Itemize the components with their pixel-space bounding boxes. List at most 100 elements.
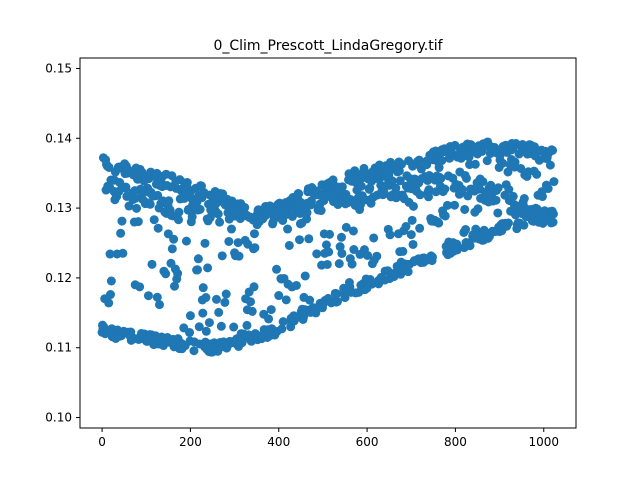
data-point [217,251,227,261]
data-point [187,212,197,222]
data-point [201,293,211,303]
data-point [335,242,345,252]
data-point [173,215,183,225]
data-point [349,245,359,255]
data-point [503,218,513,228]
data-point [332,289,342,299]
x-tick-label: 200 [179,435,202,449]
data-point [325,229,335,239]
data-point [233,238,243,248]
data-point [316,206,326,216]
data-point [397,159,407,169]
data-point [457,184,467,194]
data-point [385,230,395,240]
data-point [493,183,503,193]
data-point [245,297,255,307]
data-point [201,326,211,336]
data-point [167,244,177,254]
data-point [491,195,501,205]
data-point [460,204,470,214]
data-point [519,220,529,230]
data-point [312,249,322,259]
data-point [415,223,425,233]
data-point [198,283,208,293]
data-point [322,259,332,269]
data-point [482,156,492,166]
data-point [302,208,312,218]
y-axis: 0.10 0.11 0.12 0.13 0.14 0.15 [45,61,80,425]
data-point [229,322,239,332]
data-point [367,279,377,289]
data-point [403,267,413,277]
data-point [284,240,294,250]
data-point [463,191,473,201]
data-point [305,295,315,305]
plot-area-frame [79,57,577,429]
data-point [143,291,153,301]
data-point [408,239,418,249]
data-point [224,236,234,246]
data-point [272,264,282,274]
data-point [192,265,202,275]
data-point [334,259,344,269]
data-point [278,317,288,327]
data-point [161,269,171,279]
data-point [182,178,192,188]
data-point [105,249,115,259]
data-point [198,308,208,318]
data-point [414,155,424,165]
data-point [427,252,437,262]
data-point [155,300,164,310]
y-tick-label: 0.14 [45,131,72,145]
data-point [537,192,547,202]
data-point [152,292,162,302]
data-point [170,281,180,291]
data-point [294,189,304,199]
y-tick-label: 0.13 [45,201,72,215]
data-point [132,203,142,213]
data-point [434,218,444,228]
data-point [406,230,416,240]
x-tick-label: 800 [444,435,467,449]
data-point [249,229,259,239]
data-point [117,216,127,226]
data-point [200,238,210,248]
y-tick-label: 0.10 [45,411,72,425]
x-tick-label: 400 [267,435,290,449]
data-point [124,201,134,211]
data-point [395,176,405,186]
data-point [215,217,225,227]
data-point [295,235,305,245]
x-tick-label: 1000 [528,435,559,449]
data-point [189,346,199,356]
data-point [204,318,214,328]
data-point [532,169,542,179]
data-points [97,137,559,357]
data-point [216,321,226,331]
data-point [105,290,115,300]
x-tick-label: 600 [356,435,379,449]
data-point [510,157,520,167]
data-point [365,183,375,193]
data-point [452,245,462,255]
data-point [341,222,351,232]
data-point [211,199,221,209]
x-tick-label: 0 [98,435,106,449]
data-point [153,223,163,233]
data-point [519,194,529,204]
data-point [498,158,508,168]
data-point [133,217,143,227]
data-point [333,200,343,210]
data-point [296,197,306,207]
data-point [548,145,558,155]
data-point [234,251,244,261]
data-point [213,209,223,219]
data-point [401,222,411,231]
data-point [408,201,418,211]
data-point [249,282,259,292]
data-point [116,228,126,238]
data-point [211,294,221,304]
data-point [543,184,553,194]
data-point [203,263,213,273]
data-point [424,185,434,195]
